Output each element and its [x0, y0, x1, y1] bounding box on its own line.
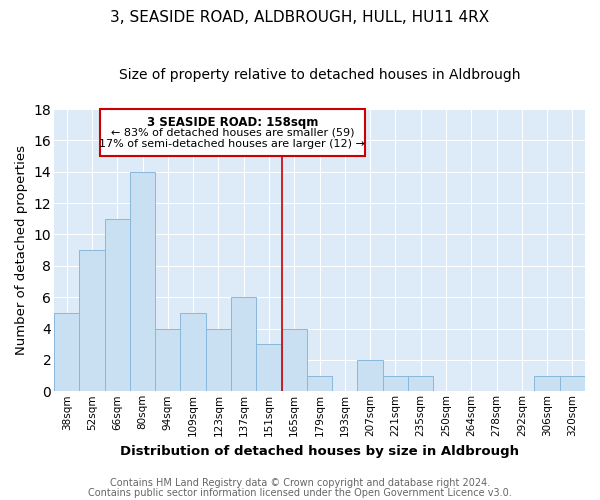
Bar: [231, 297, 256, 392]
Bar: [256, 344, 281, 392]
Y-axis label: Number of detached properties: Number of detached properties: [15, 145, 28, 355]
Bar: [307, 376, 332, 392]
Text: ← 83% of detached houses are smaller (59): ← 83% of detached houses are smaller (59…: [110, 127, 354, 137]
Bar: [281, 328, 307, 392]
Title: Size of property relative to detached houses in Aldbrough: Size of property relative to detached ho…: [119, 68, 520, 82]
Text: 3, SEASIDE ROAD, ALDBROUGH, HULL, HU11 4RX: 3, SEASIDE ROAD, ALDBROUGH, HULL, HU11 4…: [110, 10, 490, 25]
Text: 3 SEASIDE ROAD: 158sqm: 3 SEASIDE ROAD: 158sqm: [146, 116, 318, 129]
Bar: [206, 328, 231, 392]
Bar: [408, 376, 433, 392]
X-axis label: Distribution of detached houses by size in Aldbrough: Distribution of detached houses by size …: [120, 444, 519, 458]
Bar: [383, 376, 408, 392]
Bar: [560, 376, 585, 392]
FancyBboxPatch shape: [100, 109, 365, 156]
Bar: [155, 328, 181, 392]
Text: Contains public sector information licensed under the Open Government Licence v3: Contains public sector information licen…: [88, 488, 512, 498]
Bar: [181, 313, 206, 392]
Text: Contains HM Land Registry data © Crown copyright and database right 2024.: Contains HM Land Registry data © Crown c…: [110, 478, 490, 488]
Text: 17% of semi-detached houses are larger (12) →: 17% of semi-detached houses are larger (…: [100, 139, 365, 149]
Bar: [79, 250, 104, 392]
Bar: [130, 172, 155, 392]
Bar: [535, 376, 560, 392]
Bar: [358, 360, 383, 392]
Bar: [54, 313, 79, 392]
Bar: [104, 219, 130, 392]
